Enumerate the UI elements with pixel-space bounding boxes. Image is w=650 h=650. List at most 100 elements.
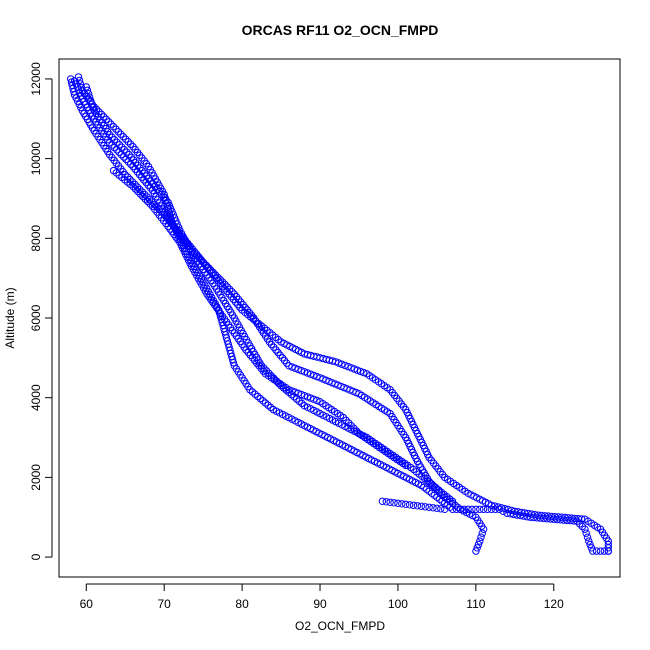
data-point <box>600 547 609 555</box>
data-point <box>433 504 441 512</box>
data-point <box>218 278 227 286</box>
data-point <box>441 505 449 513</box>
data-point <box>143 193 151 201</box>
data-point <box>108 133 116 141</box>
data-point <box>141 190 149 199</box>
x-axis-label: O2_OCN_FMPD <box>295 619 385 633</box>
data-point <box>347 421 355 430</box>
data-point <box>429 504 437 512</box>
data-point <box>585 537 593 545</box>
x-tick-label: 120 <box>544 597 564 611</box>
data-point <box>402 500 410 508</box>
data-point <box>491 505 499 513</box>
y-tick-label: 0 <box>29 553 43 560</box>
data-point <box>110 136 119 144</box>
y-axis-label: Altitude (m) <box>3 287 17 348</box>
data-point <box>577 515 586 523</box>
data-point <box>476 537 484 545</box>
x-tick-label: 110 <box>466 597 485 611</box>
data-point <box>479 525 488 533</box>
data-point <box>214 273 222 282</box>
data-point <box>338 360 346 368</box>
data-point <box>112 125 120 133</box>
data-point <box>248 388 257 396</box>
y-axis: 0 2000 4000 6000 8000 10000 12000 <box>29 62 53 560</box>
data-point <box>129 182 137 191</box>
data-point <box>124 138 132 146</box>
data-point <box>89 103 97 112</box>
data-point <box>133 183 142 191</box>
data-point <box>390 499 398 507</box>
data-point <box>483 505 492 513</box>
data-point <box>209 268 218 277</box>
data-point <box>216 276 225 284</box>
x-tick-label: 80 <box>235 597 249 611</box>
data-point <box>437 505 445 513</box>
data-point <box>131 185 140 193</box>
data-point <box>136 190 145 198</box>
data-point <box>77 83 86 92</box>
data-point <box>109 123 118 131</box>
y-tick-label: 12000 <box>29 62 43 96</box>
data-point <box>452 505 461 513</box>
data-point <box>425 503 433 511</box>
x-axis: 60 70 80 90 100 110 120 <box>80 583 564 611</box>
data-point <box>105 118 113 126</box>
data-point <box>139 192 147 201</box>
data-point <box>83 86 92 95</box>
data-point <box>141 195 149 203</box>
data-point <box>378 497 387 505</box>
data-point <box>456 505 464 513</box>
data-point <box>495 505 503 513</box>
data-point <box>107 120 115 128</box>
data-point <box>119 133 128 141</box>
data-point <box>88 100 96 108</box>
data-point <box>228 288 236 296</box>
data-point <box>398 500 406 508</box>
data-point <box>586 540 594 549</box>
data-point <box>145 195 154 204</box>
x-tick-label: 100 <box>388 597 408 611</box>
data-point <box>120 146 129 154</box>
x-tick-label: 90 <box>313 597 327 611</box>
data-point <box>136 185 144 194</box>
data-point <box>478 529 486 537</box>
data-point <box>229 359 238 367</box>
data-point <box>75 76 84 85</box>
data-point <box>570 517 578 525</box>
data-point <box>589 547 597 555</box>
y-tick-label: 10000 <box>29 142 43 176</box>
data-point <box>472 547 480 555</box>
data-point <box>87 96 95 105</box>
data-point <box>604 547 612 555</box>
data-point <box>448 505 457 513</box>
data-point <box>468 505 476 513</box>
data-point <box>114 128 123 136</box>
data-point <box>499 507 507 515</box>
data-point <box>300 368 309 376</box>
data-point <box>298 399 306 408</box>
data-point <box>583 533 592 541</box>
y-tick-label: 6000 <box>29 304 43 331</box>
y-tick-label: 2000 <box>29 464 43 491</box>
data-point <box>473 544 481 552</box>
data-point <box>576 520 584 528</box>
y-tick-label: 4000 <box>29 384 43 411</box>
data-point <box>592 547 601 555</box>
data-point <box>221 280 229 289</box>
x-tick-label: 70 <box>158 597 172 611</box>
data-point <box>82 83 91 91</box>
data-point <box>421 503 429 511</box>
data-point <box>587 544 596 552</box>
data-point <box>134 187 142 196</box>
chart-title: ORCAS RF11 O2_OCN_FMPD <box>242 22 439 38</box>
data-point <box>582 529 590 537</box>
data-point <box>211 271 220 279</box>
data-point <box>460 505 468 513</box>
data-point <box>356 367 365 376</box>
data-point <box>504 505 512 514</box>
data-point <box>131 180 139 189</box>
data-point <box>113 138 121 146</box>
